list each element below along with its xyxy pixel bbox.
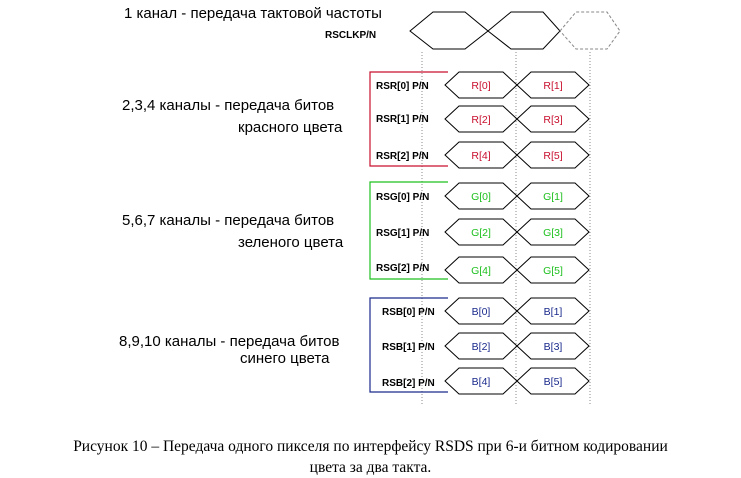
blue-signal-label-2: RSB[2] P/N bbox=[382, 378, 435, 389]
red-bit-label: R[1] bbox=[543, 80, 562, 92]
blue-bit-cell bbox=[516, 367, 590, 395]
red-bit-label: R[4] bbox=[471, 150, 490, 162]
blue-group-description-line1: 8,9,10 каналы - передача битов bbox=[119, 333, 340, 350]
green-group-description-line2: зеленого цвета bbox=[238, 234, 344, 251]
clock-cycle-1 bbox=[409, 11, 489, 50]
blue-bit-label: B[4] bbox=[472, 376, 491, 388]
red-bit-label: R[5] bbox=[543, 150, 562, 162]
blue-channel-group: 8,9,10 каналы - передача битов синего цв… bbox=[119, 297, 590, 395]
blue-signal-label-1: RSB[1] P/N bbox=[382, 342, 435, 353]
figure-caption: Рисунок 10 – Передача одного пикселя по … bbox=[0, 436, 741, 478]
figure-caption-line2: цвета за два такта. bbox=[309, 459, 432, 476]
green-channel-group: 5,6,7 каналы - передача битов зеленого ц… bbox=[122, 181, 590, 284]
red-group-description-line2: красного цвета bbox=[238, 119, 343, 136]
green-bit-label: G[5] bbox=[543, 265, 563, 277]
blue-bit-label: B[5] bbox=[544, 376, 563, 388]
red-bit-label: R[0] bbox=[471, 80, 490, 92]
red-bit-cell bbox=[516, 71, 590, 99]
red-signal-label-0: RSR[0] P/N bbox=[376, 81, 429, 92]
red-channel-group: 2,3,4 каналы - передача битов красного ц… bbox=[122, 71, 590, 169]
green-group-description-line1: 5,6,7 каналы - передача битов bbox=[122, 212, 334, 229]
red-bit-cell bbox=[516, 141, 590, 169]
red-bit-label: R[2] bbox=[471, 114, 490, 126]
clock-cycle-2 bbox=[487, 11, 561, 50]
clock-signal-label: RSCLKP/N bbox=[325, 30, 376, 41]
blue-group-description-line2: синего цвета bbox=[240, 350, 330, 367]
red-group-bracket bbox=[369, 71, 448, 167]
blue-bit-label: B[2] bbox=[472, 341, 491, 353]
green-bit-cell bbox=[516, 182, 590, 210]
green-bit-label: G[1] bbox=[543, 191, 563, 203]
clock-description: 1 канал - передача тактовой частоты bbox=[124, 5, 382, 22]
red-signal-label-1: RSR[1] P/N bbox=[376, 114, 429, 125]
green-bit-label: G[2] bbox=[471, 227, 491, 239]
blue-signal-label-0: RSB[0] P/N bbox=[382, 307, 435, 318]
green-signal-label-2: RSG[2] P/N bbox=[376, 263, 429, 274]
green-bit-cell bbox=[516, 218, 590, 246]
red-group-description-line1: 2,3,4 каналы - передача битов bbox=[122, 97, 334, 114]
green-bit-label: G[3] bbox=[543, 227, 563, 239]
blue-bit-cell bbox=[516, 332, 590, 360]
blue-bit-label: B[3] bbox=[544, 341, 563, 353]
blue-bit-cell bbox=[516, 297, 590, 325]
clock-cycle-3-dashed bbox=[559, 11, 621, 50]
blue-bit-label: B[1] bbox=[544, 306, 563, 318]
red-bit-label: R[3] bbox=[543, 114, 562, 126]
green-bit-label: G[4] bbox=[471, 265, 491, 277]
green-group-bracket bbox=[369, 181, 448, 280]
green-signal-label-1: RSG[1] P/N bbox=[376, 228, 429, 239]
green-signal-label-0: RSG[0] P/N bbox=[376, 192, 429, 203]
blue-group-bracket bbox=[369, 297, 448, 393]
blue-bit-label: B[0] bbox=[472, 306, 491, 318]
green-bit-cell bbox=[516, 256, 590, 284]
red-signal-label-2: RSR[2] P/N bbox=[376, 151, 429, 162]
figure-caption-line1: Рисунок 10 – Передача одного пикселя по … bbox=[73, 438, 668, 455]
green-bit-label: G[0] bbox=[471, 191, 491, 203]
red-bit-cell bbox=[516, 105, 590, 133]
